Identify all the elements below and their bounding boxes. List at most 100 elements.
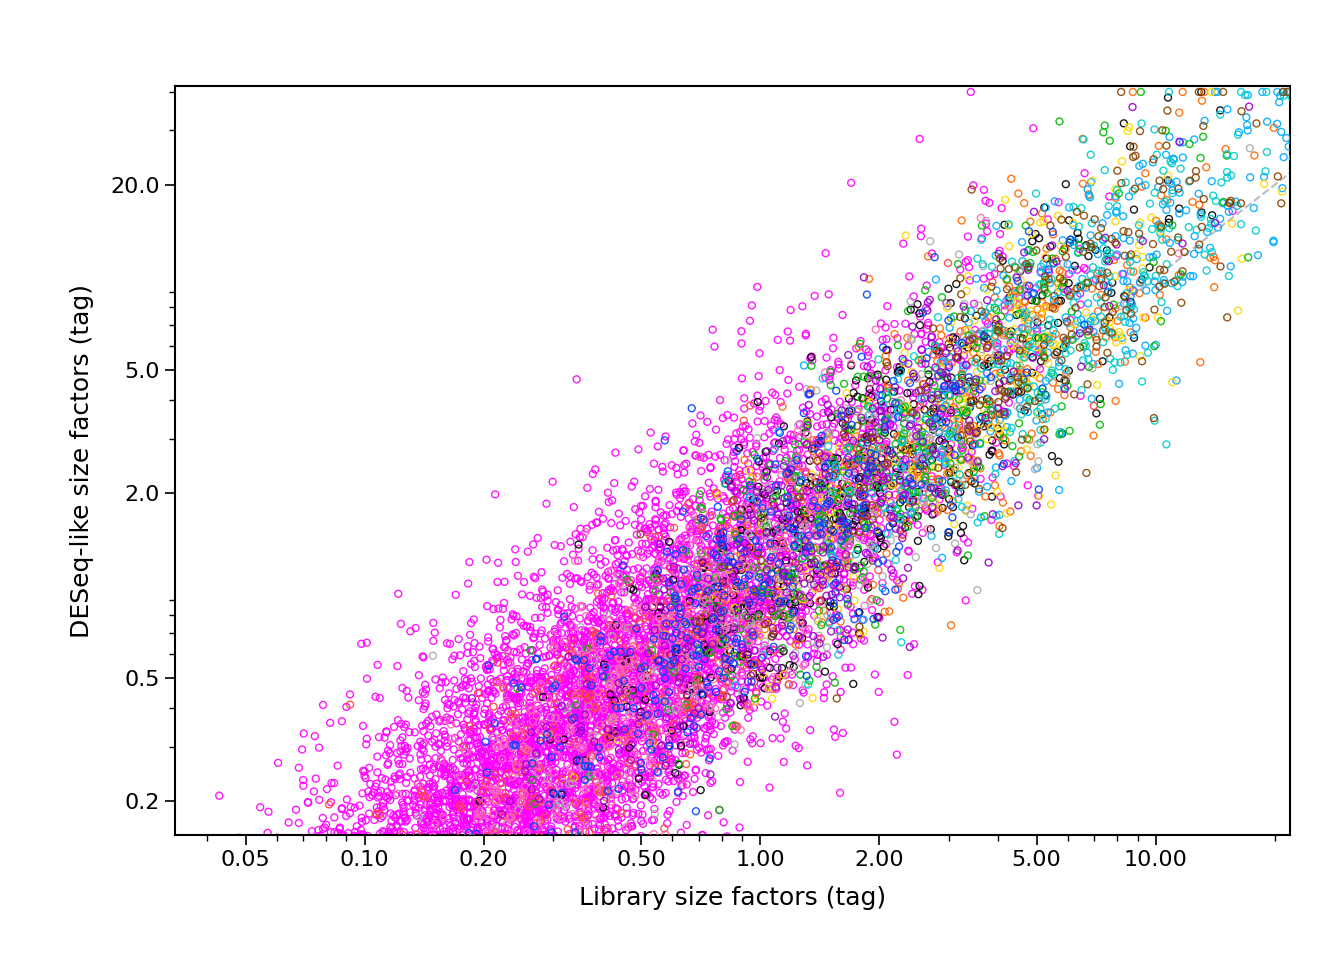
Point — [629, 660, 650, 675]
Point — [728, 441, 750, 456]
Point — [388, 831, 410, 847]
Point — [641, 780, 663, 795]
Point — [767, 507, 789, 522]
Point — [734, 692, 755, 708]
Point — [1012, 300, 1034, 316]
Point — [273, 831, 294, 847]
Point — [694, 651, 715, 666]
Point — [1105, 394, 1126, 409]
Point — [146, 831, 168, 847]
Point — [677, 638, 699, 654]
Point — [477, 757, 499, 773]
Point — [946, 276, 968, 292]
Point — [513, 664, 535, 680]
Point — [743, 544, 765, 560]
Point — [835, 555, 856, 570]
Point — [710, 612, 731, 628]
Point — [1055, 241, 1077, 256]
Point — [874, 473, 895, 489]
Point — [519, 695, 540, 710]
Point — [1052, 244, 1074, 259]
Point — [530, 681, 551, 696]
Point — [368, 831, 390, 847]
Point — [363, 831, 384, 847]
Point — [640, 425, 661, 441]
Point — [442, 798, 464, 813]
Point — [747, 634, 769, 649]
Point — [298, 831, 320, 847]
Point — [1189, 354, 1211, 370]
Point — [245, 831, 266, 847]
Point — [988, 428, 1009, 444]
Point — [789, 540, 810, 556]
Point — [1015, 307, 1036, 323]
Point — [917, 463, 938, 478]
Point — [1125, 148, 1146, 163]
Point — [731, 598, 753, 613]
Point — [1129, 276, 1150, 291]
Point — [543, 831, 564, 847]
Point — [370, 831, 391, 847]
Point — [575, 746, 597, 761]
Point — [755, 571, 777, 587]
Point — [817, 492, 839, 508]
Point — [708, 530, 730, 545]
Point — [630, 666, 652, 682]
Point — [671, 628, 692, 643]
Point — [607, 594, 629, 610]
Point — [1106, 249, 1128, 264]
Point — [564, 818, 586, 833]
Point — [652, 631, 673, 646]
Point — [633, 599, 655, 614]
Point — [574, 726, 595, 741]
Point — [590, 812, 612, 828]
Point — [1000, 300, 1021, 315]
Point — [521, 797, 543, 812]
Point — [938, 492, 960, 507]
Point — [737, 445, 758, 461]
Point — [704, 634, 726, 649]
Point — [577, 691, 598, 707]
Point — [146, 831, 168, 847]
Point — [509, 774, 531, 789]
Point — [582, 692, 603, 708]
Point — [399, 831, 421, 847]
Point — [996, 281, 1017, 297]
Point — [741, 516, 762, 532]
Point — [569, 825, 590, 840]
Point — [534, 788, 555, 804]
Point — [903, 437, 925, 452]
Point — [564, 571, 586, 587]
Point — [934, 378, 956, 394]
Point — [902, 456, 923, 471]
Point — [843, 578, 864, 593]
Point — [823, 469, 844, 485]
Point — [530, 677, 551, 692]
Point — [312, 831, 333, 847]
Point — [719, 695, 741, 710]
Point — [466, 795, 488, 810]
Point — [575, 713, 597, 729]
Point — [650, 642, 672, 658]
Point — [1129, 285, 1150, 300]
Point — [855, 470, 876, 486]
Point — [813, 477, 835, 492]
Point — [320, 831, 341, 847]
Point — [667, 582, 688, 597]
Point — [398, 831, 419, 847]
Point — [559, 576, 581, 591]
Point — [566, 647, 587, 662]
Point — [899, 442, 921, 457]
Point — [327, 825, 348, 840]
Point — [695, 697, 716, 712]
Point — [405, 820, 426, 835]
Point — [1110, 299, 1132, 314]
Point — [788, 586, 809, 601]
Point — [1113, 296, 1134, 311]
Point — [313, 831, 335, 847]
Point — [1004, 322, 1025, 337]
Point — [569, 828, 590, 844]
Point — [793, 543, 814, 559]
Point — [484, 801, 505, 816]
Point — [691, 634, 712, 649]
